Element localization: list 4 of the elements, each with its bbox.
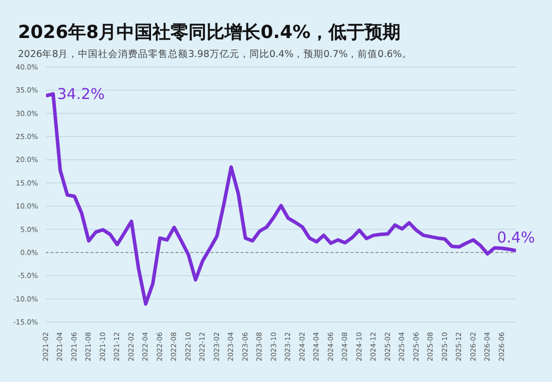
annotation: 34.2% (57, 85, 105, 104)
chart-subtitle: 2026年8月，中国社会消费品零售总额3.98万亿元，同比0.4%，预期0.7%，前值0.6%。 (18, 48, 412, 61)
annotation: 0.4% (496, 228, 536, 247)
chart-title: 2026年8月中国社零同比增长0.4%，低于预期 (18, 21, 401, 44)
